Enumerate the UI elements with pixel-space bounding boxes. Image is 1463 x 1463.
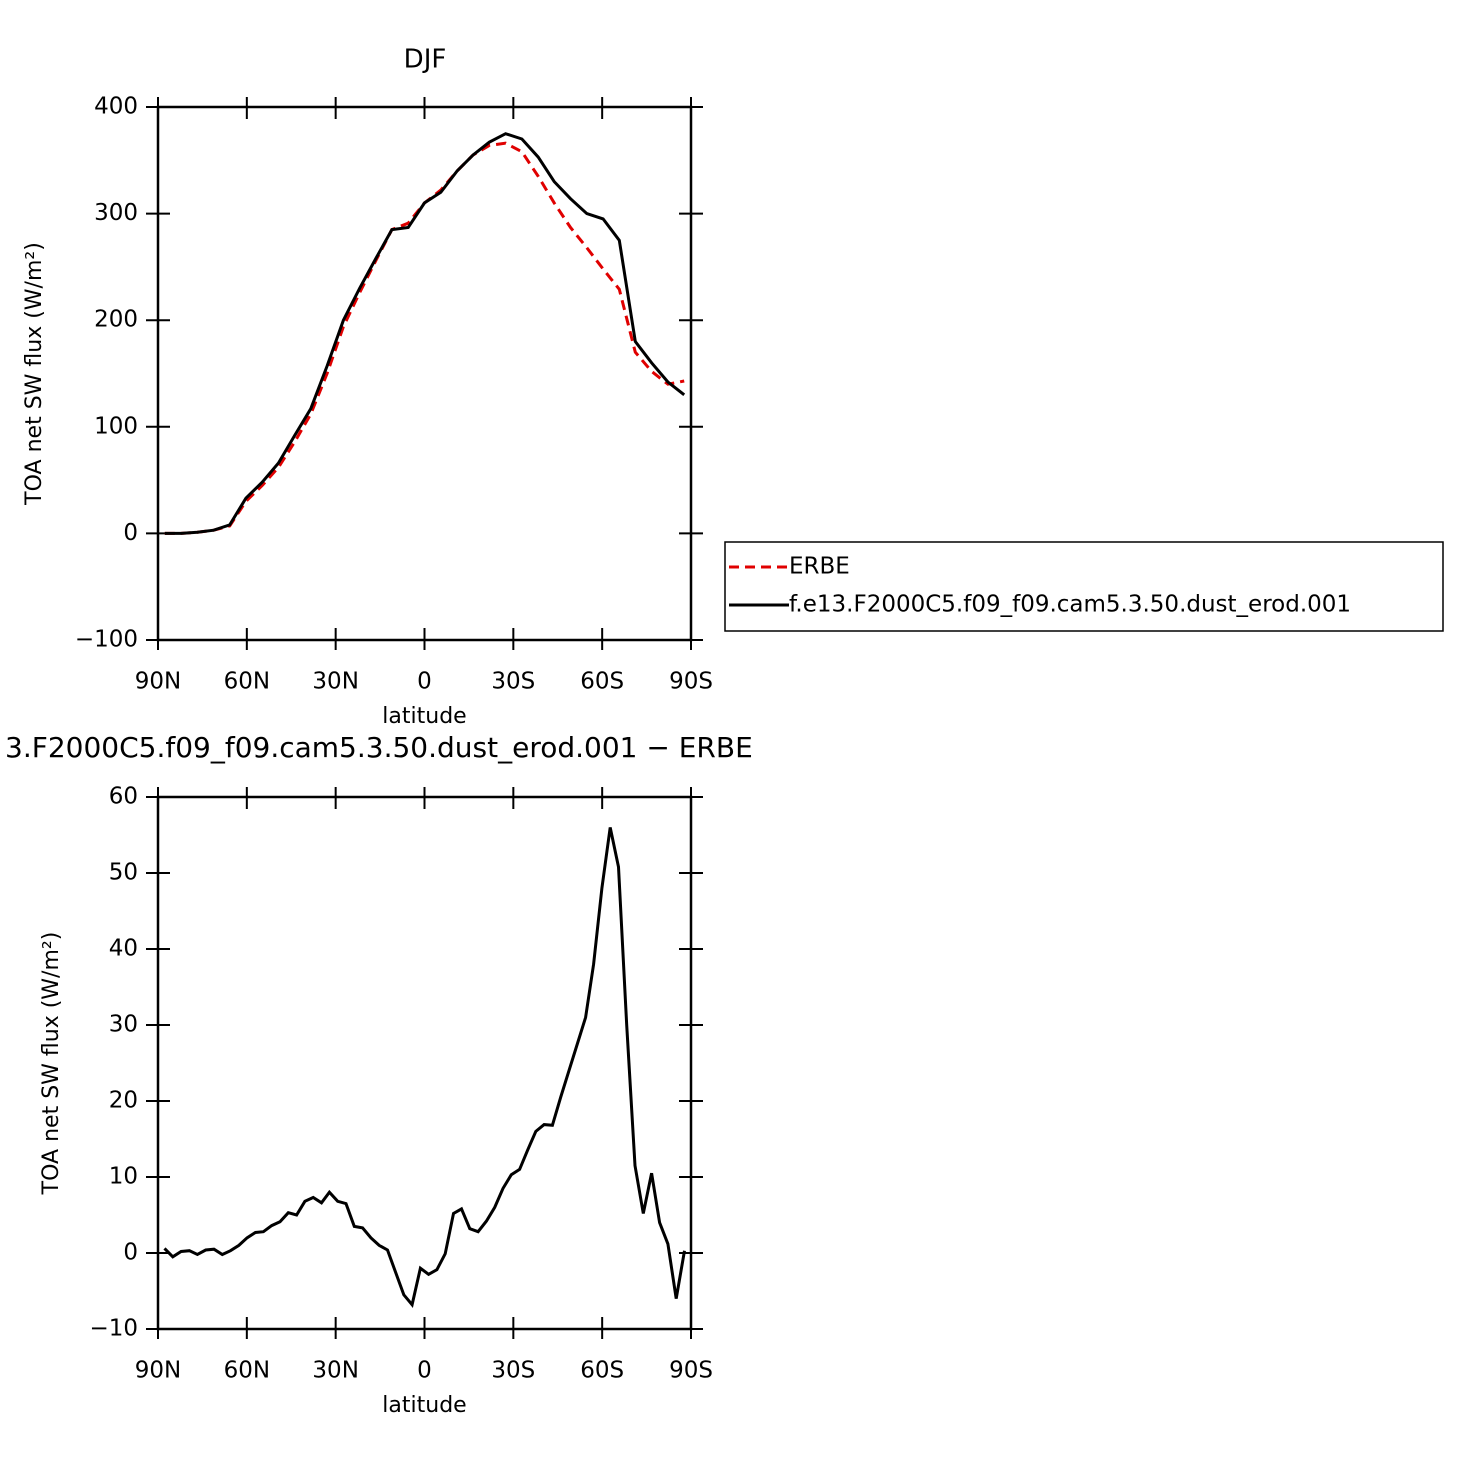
x-tick-label: 60N (224, 1358, 270, 1384)
x-tick-label: 0 (417, 1358, 432, 1384)
data-line (163, 827, 686, 1308)
x-tick-label: 90N (135, 669, 181, 695)
legend-box (724, 541, 1444, 632)
y-tick-label: 0 (123, 520, 138, 546)
x-tick-label: 30S (491, 1358, 535, 1384)
x-tick-label: 30N (312, 669, 358, 695)
y-tick-label: 20 (109, 1088, 138, 1114)
legend-label: f.e13.F2000C5.f09_f09.cam5.3.50.dust_ero… (789, 592, 1351, 618)
y-tick-label: 50 (109, 860, 138, 886)
chart-title: DJF (404, 45, 447, 75)
x-tick-label: 90S (669, 669, 713, 695)
x-tick-label: 30S (491, 669, 535, 695)
x-axis-label: latitude (382, 704, 466, 729)
plot-frame (156, 795, 693, 1331)
data-line (164, 132, 686, 535)
y-tick-label: 400 (94, 94, 138, 120)
x-axis-label: latitude (382, 1393, 466, 1418)
x-tick-label: 60N (224, 669, 270, 695)
y-tick-label: 200 (94, 307, 138, 333)
y-axis-label: TOA net SW flux (W/m²) (39, 932, 64, 1196)
legend-label: ERBE (789, 554, 850, 580)
chart-title: 3.F2000C5.f09_f09.cam5.3.50.dust_erod.00… (5, 731, 753, 764)
y-tick-label: 100 (94, 413, 138, 439)
plot-frame (156, 105, 693, 642)
y-tick-label: −10 (89, 1316, 138, 1342)
y-tick-label: −100 (75, 627, 138, 653)
x-tick-label: 30N (312, 1358, 358, 1384)
y-axis-label: TOA net SW flux (W/m²) (22, 242, 47, 506)
x-tick-label: 90S (669, 1358, 713, 1384)
y-tick-label: 300 (94, 200, 138, 226)
y-tick-label: 40 (109, 936, 138, 962)
y-tick-label: 0 (123, 1240, 138, 1266)
y-tick-label: 10 (109, 1164, 138, 1190)
x-tick-label: 0 (417, 669, 432, 695)
x-tick-label: 60S (580, 1358, 624, 1384)
y-tick-label: 30 (109, 1012, 138, 1038)
y-tick-label: 60 (109, 784, 138, 810)
x-tick-label: 60S (580, 669, 624, 695)
x-tick-label: 90N (135, 1358, 181, 1384)
